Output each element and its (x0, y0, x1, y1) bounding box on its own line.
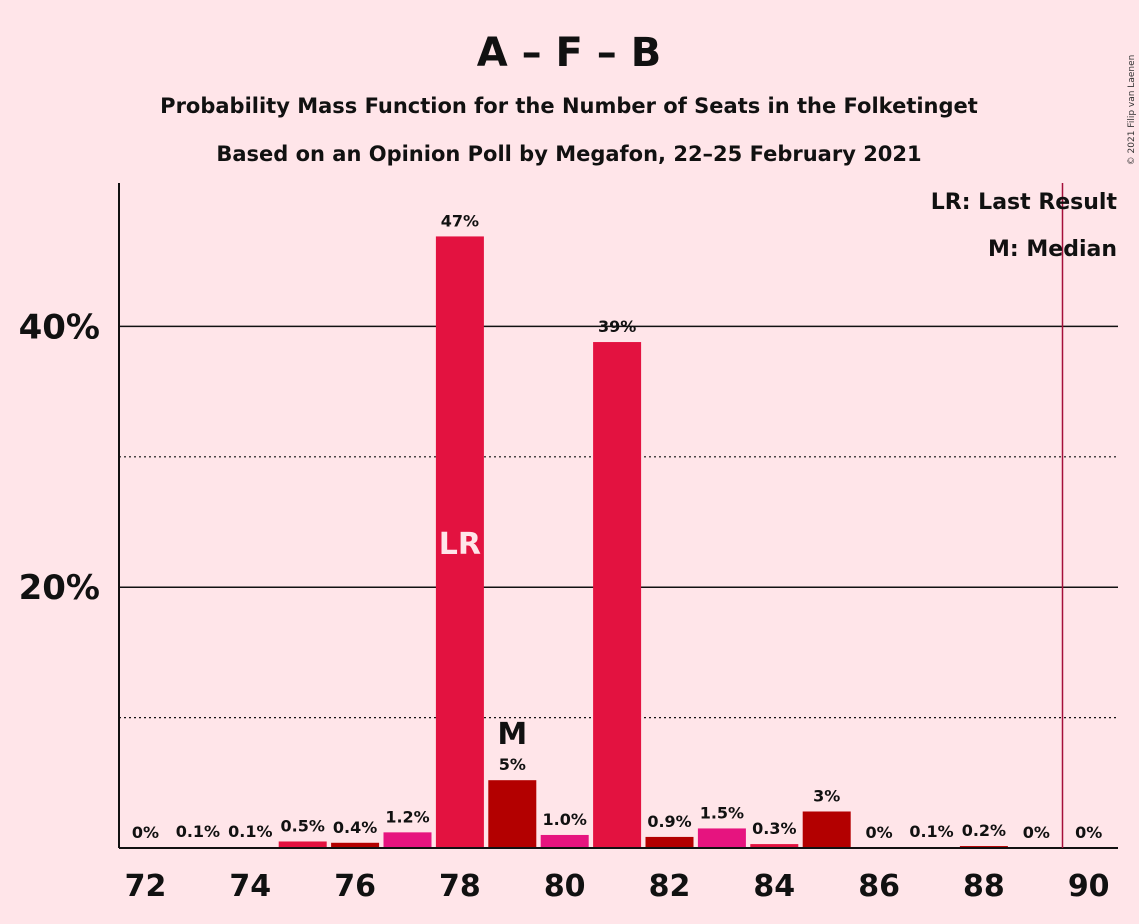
x-tick-label-78: 78 (439, 869, 481, 904)
bar-84 (750, 844, 799, 848)
chart-title: A – F – B (477, 30, 661, 76)
data-label-80: 1.0% (543, 810, 587, 829)
bar-79 (488, 780, 537, 848)
data-labels: 0% 0.1% 0.1% 0.5% 0.4% 1.2% 47% 5% 1.0% 39% 0.9% 1.… (132, 211, 1102, 842)
x-tick-label-86: 86 (858, 869, 900, 904)
x-tick-label-72: 72 (125, 869, 167, 904)
data-label-81: 39% (598, 317, 636, 336)
data-label-77: 1.2% (385, 807, 429, 826)
y-tick-label-20: 20% (19, 568, 100, 608)
y-tick-label-40: 40% (19, 307, 100, 347)
data-label-87: 0.1% (909, 822, 953, 841)
bar-80 (540, 834, 589, 848)
data-label-79: 5% (499, 755, 526, 774)
data-label-78: 47% (441, 211, 479, 230)
chart-subtitle-line-1: Probability Mass Function for the Number… (160, 94, 978, 118)
data-label-82: 0.9% (647, 812, 691, 831)
data-label-73: 0.1% (176, 822, 220, 841)
annotations: LR M (439, 527, 527, 752)
bar-76 (331, 842, 380, 848)
bar-81 (593, 342, 642, 848)
data-label-76: 0.4% (333, 818, 377, 837)
data-label-88: 0.2% (962, 821, 1006, 840)
data-label-83: 1.5% (700, 803, 744, 822)
data-label-86: 0% (866, 823, 893, 842)
annotation-lr: LR (439, 527, 481, 562)
legend-last-result: LR: Last Result (931, 190, 1118, 215)
copyright-notice: © 2021 Filip van Laenen (1127, 55, 1137, 166)
data-label-90: 0% (1075, 823, 1102, 842)
y-tick-labels: 20% 40% (19, 307, 100, 608)
data-label-74: 0.1% (228, 822, 272, 841)
chart-subtitle-line-2: Based on an Opinion Poll by Megafon, 22–… (216, 142, 921, 166)
data-label-85: 3% (813, 786, 840, 805)
data-label-84: 0.3% (752, 819, 796, 838)
data-label-89: 0% (1023, 823, 1050, 842)
x-tick-label-88: 88 (963, 869, 1005, 904)
bar-82 (645, 836, 694, 848)
bar-75 (278, 841, 327, 848)
bar-83 (697, 828, 746, 848)
bar-77 (383, 832, 432, 848)
x-tick-labels: 72 74 76 78 80 82 84 86 88 90 (125, 869, 1110, 904)
x-tick-label-74: 74 (229, 869, 271, 904)
x-tick-label-82: 82 (649, 869, 691, 904)
annotation-m: M (497, 717, 527, 752)
bar-85 (802, 811, 851, 848)
bars (173, 236, 1008, 848)
x-tick-label-84: 84 (753, 869, 795, 904)
x-tick-label-76: 76 (334, 869, 376, 904)
legend-median: M: Median (988, 237, 1117, 262)
data-label-75: 0.5% (281, 816, 325, 835)
axes (118, 183, 1118, 849)
x-tick-label-90: 90 (1068, 869, 1110, 904)
x-tick-label-80: 80 (544, 869, 586, 904)
bar-78 (435, 236, 484, 848)
data-label-72: 0% (132, 823, 159, 842)
